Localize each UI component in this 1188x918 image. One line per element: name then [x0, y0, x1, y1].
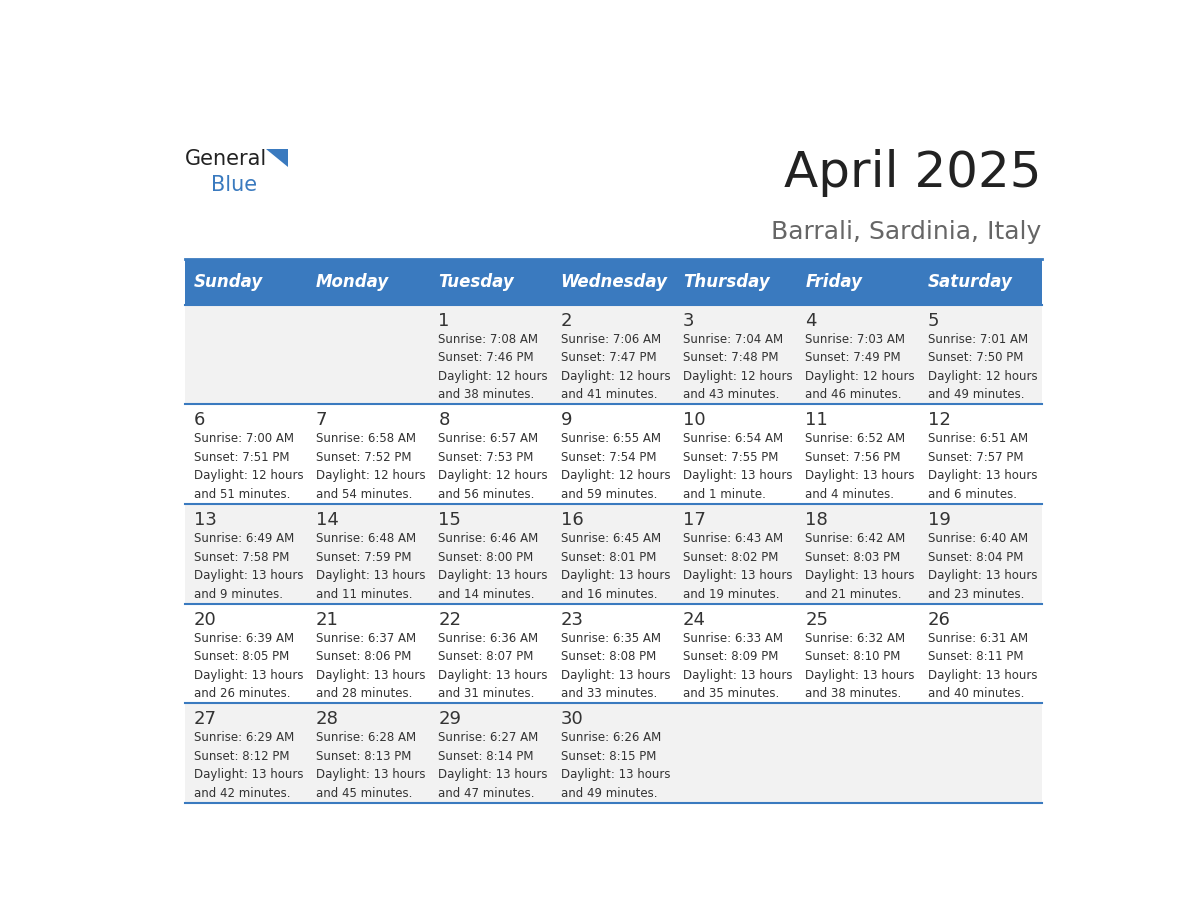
Text: 21: 21: [316, 610, 339, 629]
Text: Barrali, Sardinia, Italy: Barrali, Sardinia, Italy: [771, 219, 1042, 243]
Text: Sunrise: 6:28 AM
Sunset: 8:13 PM
Daylight: 13 hours
and 45 minutes.: Sunrise: 6:28 AM Sunset: 8:13 PM Dayligh…: [316, 732, 425, 800]
Text: Sunrise: 6:36 AM
Sunset: 8:07 PM
Daylight: 13 hours
and 31 minutes.: Sunrise: 6:36 AM Sunset: 8:07 PM Dayligh…: [438, 632, 548, 700]
Text: Sunrise: 7:06 AM
Sunset: 7:47 PM
Daylight: 12 hours
and 41 minutes.: Sunrise: 7:06 AM Sunset: 7:47 PM Dayligh…: [561, 333, 670, 401]
Text: Sunrise: 6:27 AM
Sunset: 8:14 PM
Daylight: 13 hours
and 47 minutes.: Sunrise: 6:27 AM Sunset: 8:14 PM Dayligh…: [438, 732, 548, 800]
Text: 25: 25: [805, 610, 828, 629]
Text: Sunrise: 7:08 AM
Sunset: 7:46 PM
Daylight: 12 hours
and 38 minutes.: Sunrise: 7:08 AM Sunset: 7:46 PM Dayligh…: [438, 333, 548, 401]
Text: 13: 13: [194, 511, 216, 529]
Text: April 2025: April 2025: [784, 149, 1042, 197]
Text: 7: 7: [316, 411, 328, 430]
Text: Sunrise: 6:49 AM
Sunset: 7:58 PM
Daylight: 13 hours
and 9 minutes.: Sunrise: 6:49 AM Sunset: 7:58 PM Dayligh…: [194, 532, 303, 600]
Text: Sunrise: 7:00 AM
Sunset: 7:51 PM
Daylight: 12 hours
and 51 minutes.: Sunrise: 7:00 AM Sunset: 7:51 PM Dayligh…: [194, 432, 303, 501]
Text: 11: 11: [805, 411, 828, 430]
Text: Sunrise: 7:04 AM
Sunset: 7:48 PM
Daylight: 12 hours
and 43 minutes.: Sunrise: 7:04 AM Sunset: 7:48 PM Dayligh…: [683, 333, 792, 401]
Polygon shape: [266, 149, 289, 167]
Text: Sunrise: 6:37 AM
Sunset: 8:06 PM
Daylight: 13 hours
and 28 minutes.: Sunrise: 6:37 AM Sunset: 8:06 PM Dayligh…: [316, 632, 425, 700]
Text: Sunday: Sunday: [194, 273, 263, 291]
Text: 10: 10: [683, 411, 706, 430]
Text: Wednesday: Wednesday: [561, 273, 668, 291]
Text: Sunrise: 6:58 AM
Sunset: 7:52 PM
Daylight: 12 hours
and 54 minutes.: Sunrise: 6:58 AM Sunset: 7:52 PM Dayligh…: [316, 432, 425, 501]
Text: 26: 26: [928, 610, 950, 629]
Text: 14: 14: [316, 511, 339, 529]
Text: 23: 23: [561, 610, 583, 629]
Text: Sunrise: 6:32 AM
Sunset: 8:10 PM
Daylight: 13 hours
and 38 minutes.: Sunrise: 6:32 AM Sunset: 8:10 PM Dayligh…: [805, 632, 915, 700]
Text: 19: 19: [928, 511, 950, 529]
Text: Sunrise: 6:52 AM
Sunset: 7:56 PM
Daylight: 13 hours
and 4 minutes.: Sunrise: 6:52 AM Sunset: 7:56 PM Dayligh…: [805, 432, 915, 501]
Text: Sunrise: 6:45 AM
Sunset: 8:01 PM
Daylight: 13 hours
and 16 minutes.: Sunrise: 6:45 AM Sunset: 8:01 PM Dayligh…: [561, 532, 670, 600]
Text: Sunrise: 6:54 AM
Sunset: 7:55 PM
Daylight: 13 hours
and 1 minute.: Sunrise: 6:54 AM Sunset: 7:55 PM Dayligh…: [683, 432, 792, 501]
Text: 15: 15: [438, 511, 461, 529]
Text: Blue: Blue: [211, 175, 258, 196]
Bar: [797, 259, 920, 305]
Bar: [185, 603, 1042, 703]
Text: Thursday: Thursday: [683, 273, 770, 291]
Text: 9: 9: [561, 411, 573, 430]
Text: Sunrise: 6:51 AM
Sunset: 7:57 PM
Daylight: 13 hours
and 6 minutes.: Sunrise: 6:51 AM Sunset: 7:57 PM Dayligh…: [928, 432, 1037, 501]
Text: Sunrise: 6:39 AM
Sunset: 8:05 PM
Daylight: 13 hours
and 26 minutes.: Sunrise: 6:39 AM Sunset: 8:05 PM Dayligh…: [194, 632, 303, 700]
Text: 3: 3: [683, 311, 695, 330]
Text: Friday: Friday: [805, 273, 862, 291]
Text: 18: 18: [805, 511, 828, 529]
Text: Sunrise: 6:33 AM
Sunset: 8:09 PM
Daylight: 13 hours
and 35 minutes.: Sunrise: 6:33 AM Sunset: 8:09 PM Dayligh…: [683, 632, 792, 700]
Bar: [185, 404, 1042, 504]
Text: Sunrise: 6:31 AM
Sunset: 8:11 PM
Daylight: 13 hours
and 40 minutes.: Sunrise: 6:31 AM Sunset: 8:11 PM Dayligh…: [928, 632, 1037, 700]
Text: 24: 24: [683, 610, 706, 629]
Text: Sunrise: 6:40 AM
Sunset: 8:04 PM
Daylight: 13 hours
and 23 minutes.: Sunrise: 6:40 AM Sunset: 8:04 PM Dayligh…: [928, 532, 1037, 600]
Text: 30: 30: [561, 711, 583, 728]
Text: 28: 28: [316, 711, 339, 728]
Text: Sunrise: 6:26 AM
Sunset: 8:15 PM
Daylight: 13 hours
and 49 minutes.: Sunrise: 6:26 AM Sunset: 8:15 PM Dayligh…: [561, 732, 670, 800]
Text: 5: 5: [928, 311, 939, 330]
Bar: [920, 259, 1042, 305]
Text: 4: 4: [805, 311, 816, 330]
Text: 27: 27: [194, 711, 216, 728]
Text: 1: 1: [438, 311, 449, 330]
Text: Saturday: Saturday: [928, 273, 1012, 291]
Bar: [308, 259, 430, 305]
Text: Tuesday: Tuesday: [438, 273, 514, 291]
Text: 17: 17: [683, 511, 706, 529]
Text: 12: 12: [928, 411, 950, 430]
Text: Sunrise: 6:43 AM
Sunset: 8:02 PM
Daylight: 13 hours
and 19 minutes.: Sunrise: 6:43 AM Sunset: 8:02 PM Dayligh…: [683, 532, 792, 600]
Text: Sunrise: 6:29 AM
Sunset: 8:12 PM
Daylight: 13 hours
and 42 minutes.: Sunrise: 6:29 AM Sunset: 8:12 PM Dayligh…: [194, 732, 303, 800]
Text: Sunrise: 6:57 AM
Sunset: 7:53 PM
Daylight: 12 hours
and 56 minutes.: Sunrise: 6:57 AM Sunset: 7:53 PM Dayligh…: [438, 432, 548, 501]
Text: Sunrise: 6:55 AM
Sunset: 7:54 PM
Daylight: 12 hours
and 59 minutes.: Sunrise: 6:55 AM Sunset: 7:54 PM Dayligh…: [561, 432, 670, 501]
Text: General: General: [185, 149, 267, 169]
Text: 20: 20: [194, 610, 216, 629]
Text: Sunrise: 6:35 AM
Sunset: 8:08 PM
Daylight: 13 hours
and 33 minutes.: Sunrise: 6:35 AM Sunset: 8:08 PM Dayligh…: [561, 632, 670, 700]
Text: Sunrise: 6:48 AM
Sunset: 7:59 PM
Daylight: 13 hours
and 11 minutes.: Sunrise: 6:48 AM Sunset: 7:59 PM Dayligh…: [316, 532, 425, 600]
Bar: [552, 259, 675, 305]
Text: Sunrise: 6:42 AM
Sunset: 8:03 PM
Daylight: 13 hours
and 21 minutes.: Sunrise: 6:42 AM Sunset: 8:03 PM Dayligh…: [805, 532, 915, 600]
Bar: [185, 259, 308, 305]
Text: 22: 22: [438, 610, 461, 629]
Text: Monday: Monday: [316, 273, 390, 291]
Text: 16: 16: [561, 511, 583, 529]
Bar: [430, 259, 552, 305]
Text: Sunrise: 7:03 AM
Sunset: 7:49 PM
Daylight: 12 hours
and 46 minutes.: Sunrise: 7:03 AM Sunset: 7:49 PM Dayligh…: [805, 333, 915, 401]
Bar: [185, 305, 1042, 404]
Bar: [185, 504, 1042, 603]
Text: 29: 29: [438, 711, 461, 728]
Text: Sunrise: 6:46 AM
Sunset: 8:00 PM
Daylight: 13 hours
and 14 minutes.: Sunrise: 6:46 AM Sunset: 8:00 PM Dayligh…: [438, 532, 548, 600]
Text: 2: 2: [561, 311, 573, 330]
Bar: [675, 259, 797, 305]
Text: 6: 6: [194, 411, 206, 430]
Bar: [185, 703, 1042, 803]
Text: 8: 8: [438, 411, 449, 430]
Text: Sunrise: 7:01 AM
Sunset: 7:50 PM
Daylight: 12 hours
and 49 minutes.: Sunrise: 7:01 AM Sunset: 7:50 PM Dayligh…: [928, 333, 1037, 401]
